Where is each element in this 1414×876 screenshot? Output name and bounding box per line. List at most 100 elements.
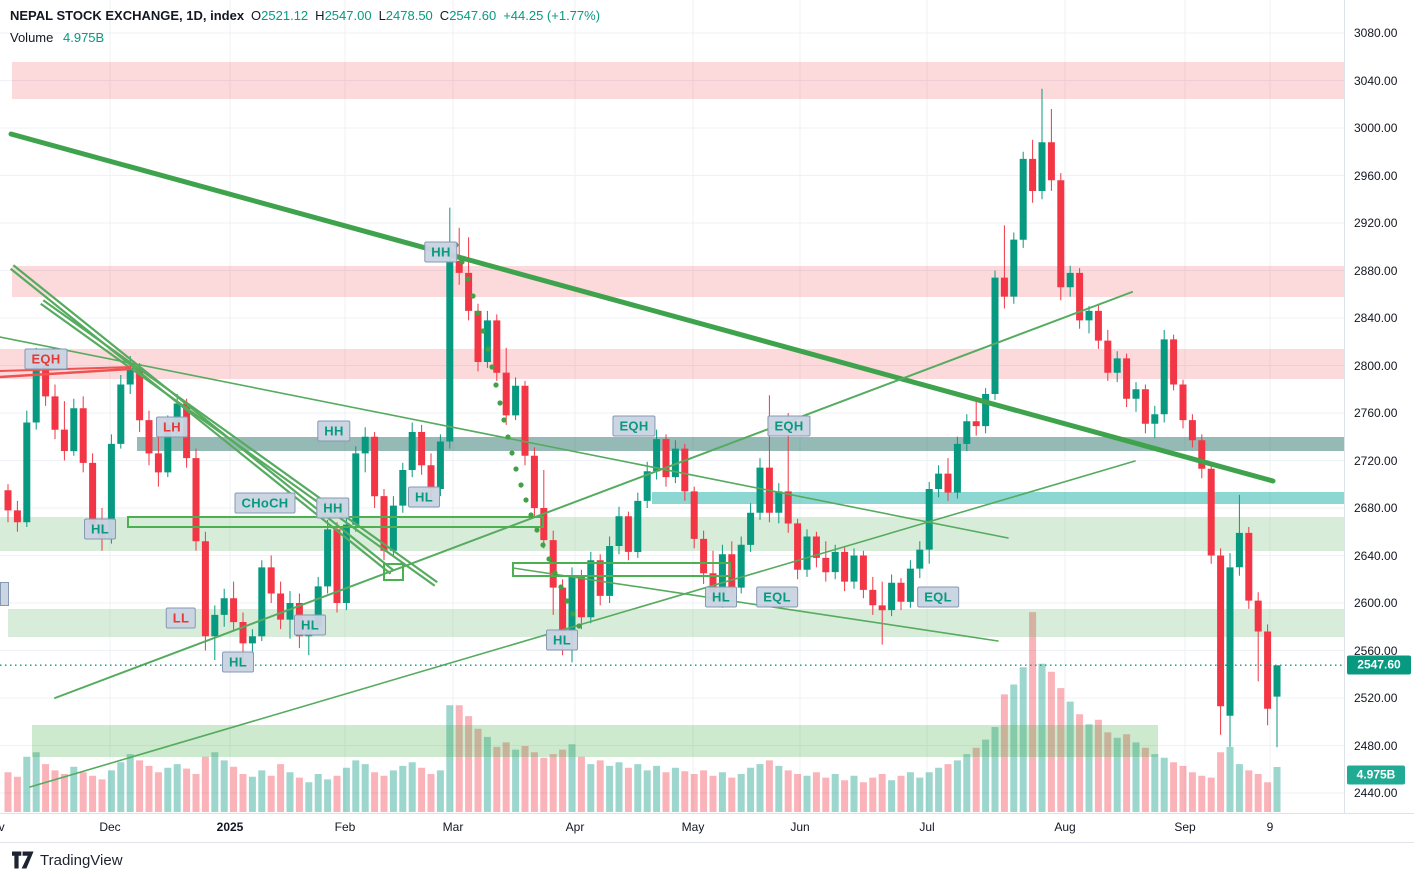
time-tick-may[interactable]: May	[681, 820, 705, 834]
zone-demand-green[interactable]	[0, 517, 1344, 551]
price-tick: 2800.00	[1354, 358, 1398, 373]
price-tick: 2960.00	[1354, 168, 1398, 183]
ohlc-value: 2547.60	[449, 8, 497, 23]
volume-header[interactable]: Volume 4.975B	[10, 30, 104, 45]
steep-channel[interactable]	[42, 299, 438, 584]
price-tick: 2880.00	[1354, 263, 1398, 278]
steep-channel[interactable]	[40, 302, 436, 587]
dotted-curve-point	[465, 276, 471, 282]
structure-label-eql[interactable]: EQL	[917, 586, 959, 608]
tradingview-logo[interactable]: TradingView	[12, 851, 123, 869]
time-tick-2025[interactable]: 2025	[216, 820, 244, 834]
channel-box[interactable]	[512, 562, 731, 577]
volume-value: 4.975B	[63, 30, 105, 45]
zone-demand-green-strong[interactable]	[32, 725, 1158, 757]
price-tick: 2720.00	[1354, 453, 1398, 468]
dotted-curve-point	[489, 364, 495, 370]
structure-label-eqh[interactable]: EQH	[24, 348, 68, 370]
structure-label-hh[interactable]: HH	[424, 241, 458, 263]
price-axis[interactable]: 3080.00 3040.00 3000.00 2960.00 2920.00 2880.…	[1344, 0, 1414, 813]
structure-label-ll[interactable]: LL	[165, 607, 197, 629]
price-tick: 2520.00	[1354, 691, 1398, 705]
structure-label-hh[interactable]: HH	[317, 420, 351, 442]
time-axis[interactable]: Nov Dec 2025 Feb Mar Apr May Jun Jul Aug Sep 9	[0, 813, 1414, 843]
price-tick: 2440.00	[1354, 786, 1398, 800]
ohlc-key: O	[251, 8, 262, 23]
clipped-label-fragment[interactable]	[0, 582, 9, 606]
time-tick-mar[interactable]: Mar	[442, 820, 464, 834]
zone-supply-pink[interactable]	[12, 62, 1344, 99]
ohlc-value: 2478.50	[385, 8, 433, 23]
structure-label-hl[interactable]: HL	[294, 614, 326, 636]
structure-label-hl[interactable]: HL	[705, 586, 737, 608]
time-tick-jun[interactable]: Jun	[790, 820, 810, 834]
descending-trendline[interactable]	[0, 336, 1009, 539]
structure-label-hl[interactable]: HL	[84, 518, 116, 540]
tradingview-logo-icon	[12, 851, 34, 869]
structure-label-choch[interactable]: CHoCH	[234, 492, 296, 514]
time-tick-jul[interactable]: Jul	[919, 820, 935, 834]
dotted-curve-point	[509, 450, 515, 456]
structure-label-hl[interactable]: HL	[546, 629, 578, 651]
equal-highs-line[interactable]	[0, 367, 132, 379]
dotted-curve-point	[534, 527, 540, 533]
descending-trendline[interactable]	[512, 567, 999, 642]
dotted-curve-point	[570, 611, 576, 617]
structure-label-hl[interactable]: HL	[408, 486, 440, 508]
volume-bars-down	[4, 612, 1272, 812]
ascending-trendline[interactable]	[29, 460, 1136, 788]
price-tick: 2680.00	[1354, 501, 1398, 515]
time-tick-9[interactable]: 9	[1266, 820, 1274, 834]
price-tick: 3040.00	[1354, 73, 1398, 88]
ohlc-key: L	[378, 8, 386, 23]
structure-label-hh[interactable]: HH	[316, 497, 350, 519]
dotted-curve-point	[493, 382, 499, 388]
zone-supply-pink[interactable]	[12, 266, 1344, 297]
price-chart-canvas[interactable]	[0, 0, 1344, 813]
ohlc-key: C	[439, 8, 450, 23]
time-tick-nov[interactable]: Nov	[0, 820, 5, 834]
zone-supply-pink[interactable]	[0, 349, 1344, 379]
dotted-curve-point	[558, 584, 564, 590]
structure-label-eqh[interactable]: EQH	[612, 415, 656, 437]
dotted-curve-point	[501, 417, 507, 423]
ohlc-value: 2547.00	[324, 8, 372, 23]
time-tick-feb[interactable]: Feb	[334, 820, 356, 834]
chart-pane[interactable]: EQH LH HL CHoCH HH HH LL HL HL HL HH HL EQH EQH HL EQL E…	[0, 0, 1344, 813]
change-value: +44.25 (+1.77%)	[503, 8, 601, 23]
time-tick-aug[interactable]: Aug	[1054, 820, 1076, 834]
ascending-trendline[interactable]	[54, 291, 1133, 699]
structure-label-lh[interactable]: LH	[156, 416, 188, 438]
last-price-tag[interactable]: 2547.60	[1347, 655, 1411, 675]
symbol-title[interactable]: NEPAL STOCK EXCHANGE, 1D, index	[10, 8, 245, 23]
structure-label-eqh[interactable]: EQH	[767, 415, 811, 437]
price-tick: 2480.00	[1354, 738, 1398, 753]
dotted-curve-point	[564, 598, 570, 604]
dotted-curve-point	[552, 570, 558, 576]
tradingview-logo-text: TradingView	[40, 851, 123, 869]
time-tick-apr[interactable]: Apr	[565, 820, 585, 834]
symbol-header[interactable]: NEPAL STOCK EXCHANGE, 1D, index O2521.12 H…	[10, 5, 600, 27]
dotted-curve-point	[523, 497, 529, 503]
structure-label-hl[interactable]: HL	[222, 651, 254, 673]
dotted-curve-point	[540, 542, 546, 548]
volume-tag[interactable]: 4.975B	[1347, 765, 1405, 785]
dotted-curve-point	[518, 482, 524, 488]
structure-label-eql[interactable]: EQL	[756, 586, 798, 608]
time-tick-dec[interactable]: Dec	[99, 820, 121, 834]
time-tick-sep[interactable]: Sep	[1174, 820, 1196, 834]
price-tick: 2600.00	[1354, 596, 1398, 610]
dotted-curve-point	[459, 259, 465, 265]
volume-label: Volume	[10, 30, 54, 45]
price-tick: 3080.00	[1354, 26, 1398, 40]
price-tick: 2640.00	[1354, 548, 1398, 563]
volume-bars-up	[23, 663, 1281, 812]
steep-channel[interactable]	[9, 267, 392, 575]
ohlc-value: 2521.12	[261, 8, 309, 23]
dotted-curve-point	[485, 346, 491, 352]
channel-box[interactable]	[383, 563, 404, 581]
thick-downtrend[interactable]	[8, 131, 1276, 484]
steep-channel[interactable]	[12, 264, 395, 572]
dotted-curve-point	[576, 623, 582, 629]
